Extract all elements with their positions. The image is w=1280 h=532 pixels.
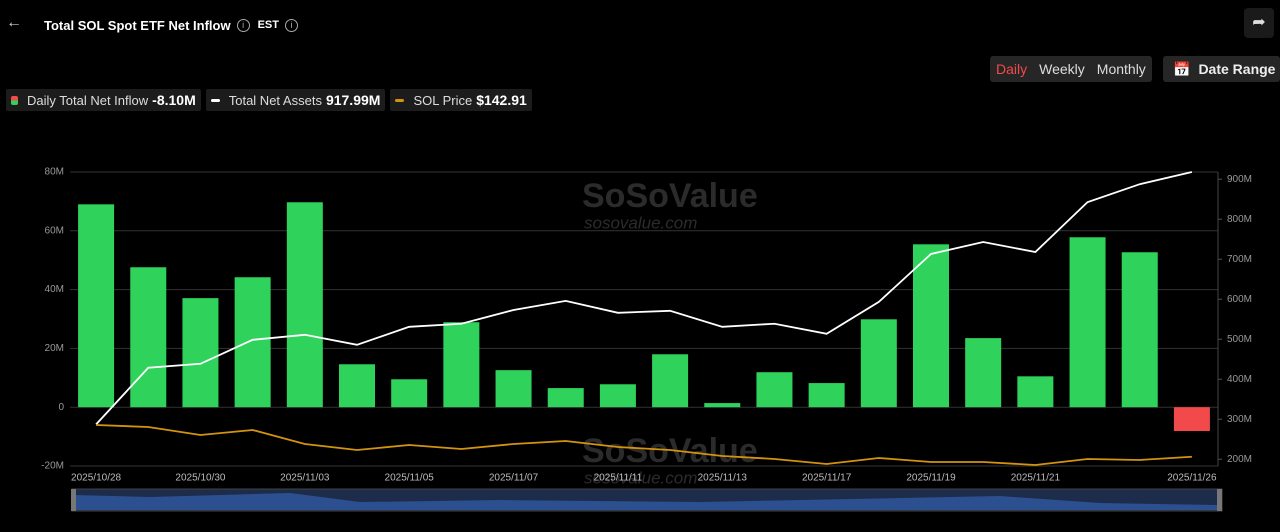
- x-tick-label: 2025/11/26: [1167, 473, 1217, 484]
- bar: [1069, 237, 1106, 408]
- watermark-url: sosovalue.com: [584, 468, 697, 487]
- bar: [860, 319, 897, 408]
- x-tick-label: 2025/10/28: [71, 473, 121, 484]
- bar: [130, 267, 167, 408]
- bar: [547, 388, 584, 408]
- legend-item: Daily Total Net Inflow -8.10M: [6, 89, 201, 111]
- watermark-brand: SoSoValue: [582, 432, 758, 470]
- legend-value: $142.91: [476, 92, 527, 108]
- period-button[interactable]: Monthly: [1096, 61, 1146, 77]
- legend: Daily Total Net Inflow -8.10M Total Net As…: [6, 89, 532, 111]
- y2-tick-label: 800M: [1227, 214, 1252, 225]
- bar: [339, 364, 375, 408]
- x-tick-label: 2025/11/19: [906, 473, 956, 484]
- y2-tick-label: 600M: [1227, 294, 1252, 305]
- date-range-label: Date Range: [1198, 61, 1276, 77]
- header: ← Total SOL Spot ETF Net Inflow i EST i …: [0, 0, 1280, 50]
- watermark-brand: SoSoValue: [582, 177, 758, 215]
- navigator-handle[interactable]: [71, 489, 76, 511]
- bar: [182, 298, 219, 408]
- bar: [756, 372, 793, 408]
- y2-tick-label: 900M: [1227, 174, 1252, 185]
- bar: [391, 379, 428, 408]
- legend-item: SOL Price $142.91: [390, 89, 532, 111]
- navigator-area: [74, 493, 1218, 510]
- bar: [1121, 252, 1158, 408]
- bar: [234, 277, 271, 408]
- legend-value: 917.99M: [325, 92, 381, 108]
- bar: [599, 384, 636, 408]
- y-tick-label: 0: [58, 402, 64, 413]
- bar: [1017, 376, 1054, 408]
- legend-swatch: [11, 95, 18, 105]
- legend-value: -8.10M: [152, 92, 196, 108]
- legend-item: Total Net Assets 917.99M: [205, 89, 386, 111]
- info-icon[interactable]: i: [236, 18, 250, 32]
- y2-tick-label: 300M: [1227, 414, 1252, 425]
- bar: [808, 383, 845, 408]
- bar: [1173, 407, 1210, 432]
- line: [96, 424, 1192, 466]
- title: Total SOL Spot ETF Net Inflow: [44, 17, 231, 33]
- watermark: SoSoValue sosovalue.com SoSoValue sosova…: [582, 177, 758, 488]
- bar: [965, 338, 1002, 408]
- period-selector: Daily Weekly Monthly: [990, 56, 1152, 82]
- y2-tick-label: 700M: [1227, 254, 1252, 265]
- bar: [443, 322, 480, 408]
- bar: [495, 370, 532, 408]
- period-button[interactable]: Daily: [996, 61, 1028, 77]
- y-tick-label: 60M: [45, 225, 64, 236]
- info-icon[interactable]: i: [284, 18, 298, 32]
- x-tick-label: 2025/11/07: [489, 473, 539, 484]
- x-tick-label: 2025/11/03: [280, 473, 330, 484]
- timezone: EST: [257, 19, 279, 31]
- legend-label: Total Net Assets: [228, 92, 322, 108]
- navigator-handle[interactable]: [1217, 489, 1222, 511]
- date-range-button[interactable]: 📅 Date Range: [1163, 56, 1280, 82]
- x-tick-label: 2025/11/05: [385, 473, 435, 484]
- legend-swatch: [210, 98, 220, 102]
- y-tick-label: -20M: [41, 461, 64, 472]
- x-tick-label: 2025/11/13: [698, 473, 748, 484]
- y2-tick-label: 200M: [1227, 454, 1252, 465]
- y-tick-label: 80M: [45, 167, 64, 178]
- legend-label: SOL Price: [413, 92, 473, 108]
- legend-swatch: [395, 98, 405, 102]
- x-tick-label: 2025/11/17: [802, 473, 852, 484]
- x-tick-label: 2025/11/11: [594, 473, 643, 484]
- bar: [652, 354, 689, 408]
- calendar-icon: 📅: [1173, 61, 1191, 77]
- watermark-url: sosovalue.com: [584, 213, 697, 232]
- line: [95, 171, 1193, 426]
- bar: [286, 202, 323, 408]
- share-button[interactable]: ➦: [1244, 8, 1274, 38]
- x-tick-label: 2025/10/30: [175, 473, 225, 484]
- period-button[interactable]: Weekly: [1039, 61, 1085, 77]
- legend-label: Daily Total Net Inflow: [27, 92, 149, 108]
- y2-tick-label: 500M: [1227, 334, 1252, 345]
- x-tick-label: 2025/11/21: [1011, 473, 1061, 484]
- bar: [704, 403, 741, 408]
- y-tick-label: 20M: [45, 343, 64, 354]
- back-button[interactable]: ←: [6, 14, 22, 31]
- bar: [913, 244, 949, 408]
- bar: [78, 204, 115, 408]
- y-tick-label: 40M: [45, 284, 64, 295]
- y2-tick-label: 400M: [1227, 374, 1252, 385]
